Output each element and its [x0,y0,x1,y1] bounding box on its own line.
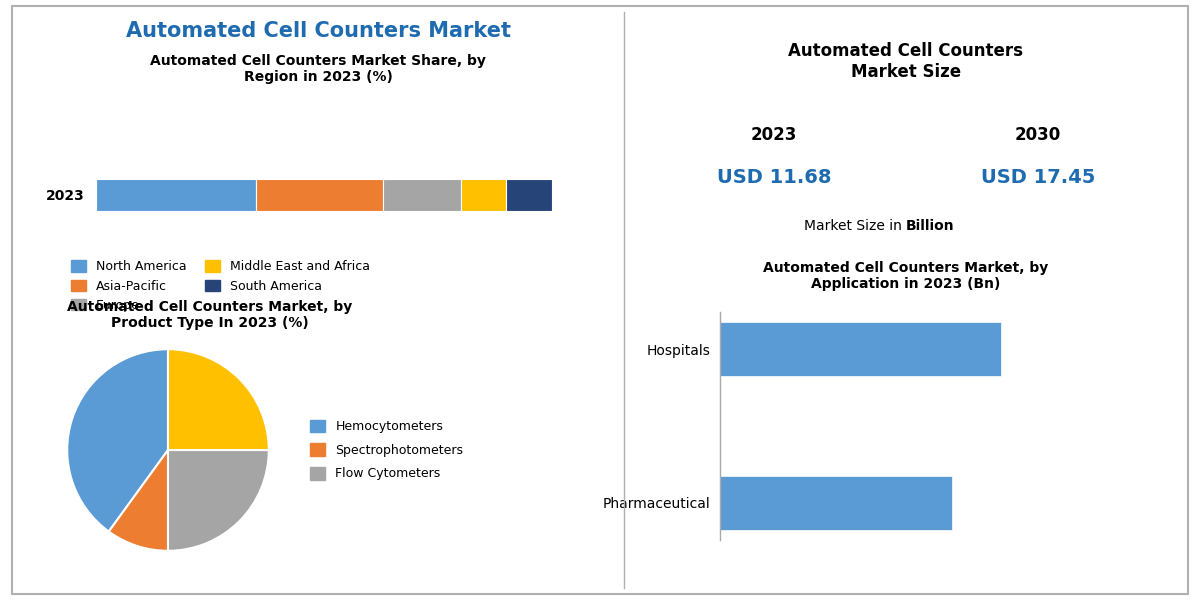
Bar [383,179,461,211]
Legend: Hemocytometers, Spectrophotometers, Flow Cytometers: Hemocytometers, Spectrophotometers, Flow… [305,415,468,485]
Text: Billion: Billion [906,219,955,233]
Wedge shape [67,349,168,532]
Text: Market Size in: Market Size in [804,219,906,233]
Bar [720,322,1001,376]
Text: 2030: 2030 [1015,126,1061,144]
Text: Automated Cell Counters Market: Automated Cell Counters Market [126,21,510,41]
Text: USD 11.68: USD 11.68 [716,168,832,187]
Bar [96,179,256,211]
Wedge shape [168,450,269,551]
Text: USD 17.45: USD 17.45 [980,168,1096,187]
Text: Automated Cell Counters Market Share, by
Region in 2023 (%): Automated Cell Counters Market Share, by… [150,54,486,84]
Text: 2023: 2023 [751,126,797,144]
Bar [256,179,383,211]
Bar [506,179,552,211]
Wedge shape [168,349,269,450]
Legend: North America, Asia-Pacific, Europe, Middle East and Africa, South America: North America, Asia-Pacific, Europe, Mid… [66,255,376,317]
Text: Automated Cell Counters Market, by
Application in 2023 (Bn): Automated Cell Counters Market, by Appli… [763,261,1049,291]
Bar [720,476,953,530]
Text: Automated Cell Counters
Market Size: Automated Cell Counters Market Size [788,42,1024,81]
Bar [461,179,506,211]
Text: Automated Cell Counters Market, by
Product Type In 2023 (%): Automated Cell Counters Market, by Produ… [67,300,353,330]
Wedge shape [109,450,168,551]
